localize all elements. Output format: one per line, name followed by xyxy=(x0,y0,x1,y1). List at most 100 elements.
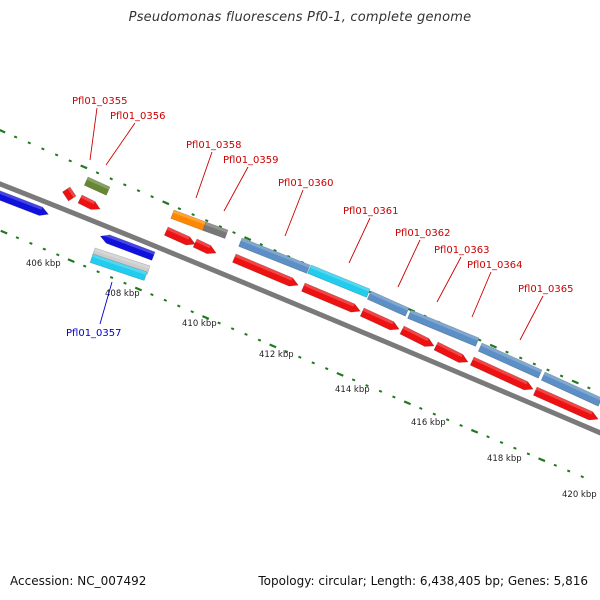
inner-minor-tick xyxy=(526,452,531,456)
feature-cyan-0361[interactable] xyxy=(307,264,371,298)
feature-red-0361[interactable] xyxy=(301,282,362,315)
outer-minor-tick xyxy=(41,147,45,151)
outer-minor-tick xyxy=(123,183,127,187)
outer-major-tick xyxy=(571,379,579,385)
gene-label[interactable]: Pfl01_0359 xyxy=(223,155,279,166)
outer-minor-tick xyxy=(177,207,182,211)
gene-callout[interactable]: Pfl01_0365 xyxy=(518,284,574,341)
feature-steel-0363[interactable] xyxy=(407,309,480,347)
inner-minor-tick xyxy=(553,463,558,467)
gene-label[interactable]: Pfl01_0360 xyxy=(278,178,334,189)
feature-steel-0362[interactable] xyxy=(366,290,410,317)
gene-label[interactable]: Pfl01_0361 xyxy=(343,206,399,217)
outer-major-tick xyxy=(244,236,252,242)
gene-callout-leader xyxy=(348,217,371,264)
feature-red-small[interactable] xyxy=(62,186,77,202)
inner-minor-tick xyxy=(378,389,383,393)
kbp-tick-label: 416 kbp xyxy=(411,418,446,428)
feature-steel-0364[interactable] xyxy=(477,342,543,379)
inner-minor-tick xyxy=(177,304,181,308)
outer-minor-tick xyxy=(273,248,277,253)
gene-callout[interactable]: Pfl01_0362 xyxy=(395,228,451,288)
inner-minor-tick xyxy=(230,327,235,331)
feature-red-0365a[interactable] xyxy=(469,356,535,393)
inner-major-tick xyxy=(67,258,75,263)
gene-label[interactable]: Pfl01_0365 xyxy=(518,284,574,295)
inner-minor-tick xyxy=(42,247,47,251)
gene-label[interactable]: Pfl01_0363 xyxy=(434,245,490,256)
feature-red-0364[interactable] xyxy=(433,341,470,366)
outer-minor-tick xyxy=(518,356,523,360)
gene-callout[interactable]: Pfl01_0360 xyxy=(278,178,334,237)
outer-minor-tick xyxy=(259,242,264,247)
feature-red-0362[interactable] xyxy=(359,307,401,333)
outer-major-tick xyxy=(0,128,6,134)
inner-minor-tick xyxy=(392,395,396,399)
gene-callout-leader xyxy=(89,107,98,161)
inner-minor-tick xyxy=(432,412,437,416)
gene-label[interactable]: Pfl01_0356 xyxy=(110,111,166,122)
feature-red-0360[interactable] xyxy=(232,253,300,289)
inner-minor-tick xyxy=(56,253,60,257)
gene-callout-leader xyxy=(471,271,492,318)
feature-red-0355[interactable] xyxy=(77,194,102,213)
gene-label[interactable]: Pfl01_0358 xyxy=(186,140,242,151)
gene-callout[interactable]: Pfl01_0357 xyxy=(66,281,122,339)
gene-label[interactable]: Pfl01_0362 xyxy=(395,228,451,239)
feature-steel-0360[interactable] xyxy=(238,237,311,274)
inner-major-tick xyxy=(202,315,210,320)
inner-minor-tick xyxy=(513,446,517,450)
feature-red-0365b[interactable] xyxy=(532,386,600,423)
gene-callout[interactable]: Pfl01_0363 xyxy=(434,245,490,303)
inner-minor-tick xyxy=(244,332,248,336)
feature-red-0363[interactable] xyxy=(399,325,436,350)
outer-minor-tick xyxy=(477,338,482,342)
inner-minor-tick xyxy=(298,355,302,359)
inner-minor-tick xyxy=(123,281,127,285)
outer-minor-tick xyxy=(136,189,141,193)
gene-callout[interactable]: Pfl01_0361 xyxy=(343,206,399,264)
inner-major-tick xyxy=(0,229,8,235)
inner-minor-tick xyxy=(486,435,490,439)
map-title: Pseudomonas fluorescens Pf0-1, complete … xyxy=(128,10,472,25)
gene-label-callouts[interactable]: Pfl01_0355 Pfl01_0356 Pfl01_0357 Pfl01_0358… xyxy=(66,96,574,341)
gene-callout[interactable]: Pfl01_0356 xyxy=(105,111,166,166)
inner-major-tick xyxy=(403,400,412,406)
gene-callout[interactable]: Pfl01_0359 xyxy=(223,155,279,212)
gene-callout[interactable]: Pfl01_0358 xyxy=(186,140,242,199)
gene-label[interactable]: Pfl01_0355 xyxy=(72,96,128,107)
kbp-tick-label: 420 kbp xyxy=(562,490,597,500)
gene-callout[interactable]: Pfl01_0364 xyxy=(467,260,523,318)
outer-minor-tick xyxy=(532,362,537,366)
feature-gray-0359[interactable] xyxy=(202,221,229,239)
gene-label[interactable]: Pfl01_0357 xyxy=(66,328,122,339)
inner-minor-tick xyxy=(109,275,114,280)
feature-olive-0356[interactable] xyxy=(83,176,111,196)
outer-minor-tick xyxy=(505,350,509,354)
gene-callout-leader xyxy=(223,166,249,212)
feature-blue-left[interactable] xyxy=(0,189,50,218)
gene-features[interactable] xyxy=(0,176,600,423)
inner-tick-ring xyxy=(0,229,584,479)
inner-minor-tick xyxy=(15,236,20,240)
gene-callout-leader xyxy=(105,122,136,166)
inner-minor-tick xyxy=(580,475,584,479)
inner-minor-tick xyxy=(29,241,33,245)
inner-minor-tick xyxy=(499,440,504,445)
genome-summary: Topology: circular; Length: 6,438,405 bp… xyxy=(258,574,588,588)
inner-minor-tick xyxy=(257,338,262,342)
gene-callout[interactable]: Pfl01_0355 xyxy=(72,96,128,161)
feature-cyan-0357[interactable] xyxy=(89,253,148,281)
feature-red-0358[interactable] xyxy=(163,226,197,248)
feature-red-0359[interactable] xyxy=(192,238,218,257)
feature-orange-0358[interactable] xyxy=(170,209,207,231)
feature-silver-0357[interactable] xyxy=(91,247,151,275)
feature-blue-0357[interactable] xyxy=(99,232,156,261)
inner-minor-tick xyxy=(351,378,356,382)
inner-minor-tick xyxy=(96,270,100,274)
feature-steel-0365[interactable] xyxy=(540,371,600,407)
outer-minor-tick xyxy=(68,159,72,163)
inner-major-tick xyxy=(134,286,143,292)
gene-label[interactable]: Pfl01_0364 xyxy=(467,260,523,271)
